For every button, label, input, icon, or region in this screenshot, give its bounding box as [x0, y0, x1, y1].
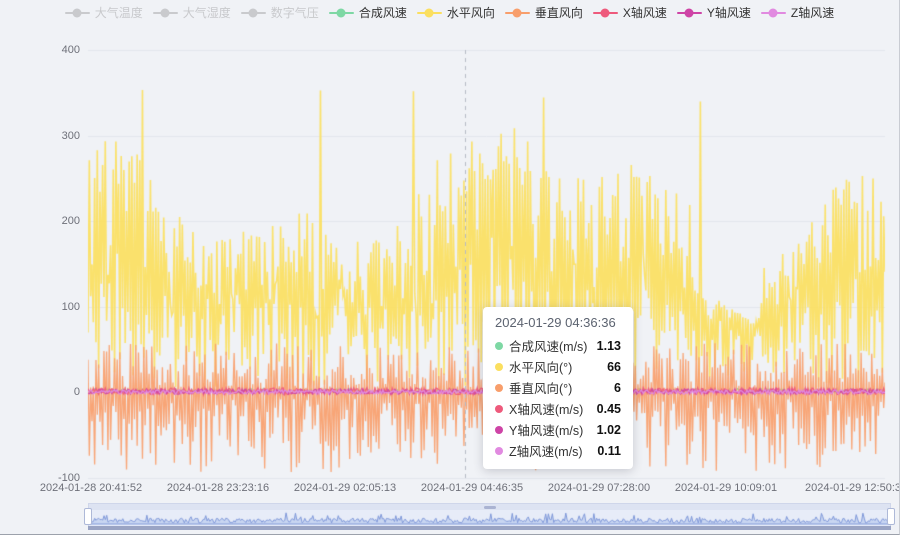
legend-item-7[interactable]: X轴风速: [592, 6, 667, 20]
legend-item-9[interactable]: Z轴风速: [760, 6, 835, 20]
legend-item-3[interactable]: 数字气压: [240, 6, 319, 20]
series-dot-icon: [495, 341, 503, 350]
legend-item-label: 垂直风向: [534, 6, 583, 20]
legend-item-4[interactable]: 合成风速: [328, 6, 407, 20]
x-axis-label: 2024-01-28 20:41:52: [39, 482, 143, 494]
datazoom-grip-icon[interactable]: [483, 506, 496, 509]
tooltip-series-value: 1.13: [596, 338, 621, 353]
legend-item-2[interactable]: 大气湿度: [152, 6, 231, 20]
legend-item-1[interactable]: 大气温度: [64, 6, 143, 20]
x-axis-label: 2024-01-29 07:28:00: [547, 482, 651, 494]
x-axis-label: 2024-01-28 23:23:16: [166, 482, 270, 494]
tooltip-series-label: Y轴风速(m/s): [509, 424, 584, 438]
legend-item-label: 大气温度: [94, 6, 143, 20]
tooltip-row: X轴风速(m/s) 0.45: [495, 398, 621, 419]
tooltip-series-value: 66: [607, 359, 621, 374]
legend-line-dot-icon: [592, 8, 618, 18]
tooltip: 2024-01-29 04:36:36 合成风速(m/s) 1.13 水平风向(°)…: [483, 307, 633, 469]
y-axis-label: 200: [61, 215, 80, 228]
legend-item-label: 合成风速: [358, 6, 407, 20]
legend-line-dot-icon: [676, 8, 702, 18]
tooltip-row: Y轴风速(m/s) 1.02: [495, 419, 621, 440]
legend-line-dot-icon: [328, 8, 354, 18]
legend-line-dot-icon: [240, 8, 266, 18]
legend-item-label: 大气湿度: [182, 6, 231, 20]
series-dot-icon: [495, 425, 503, 434]
legend-item-8[interactable]: Y轴风速: [676, 6, 751, 20]
y-axis-label: -100: [57, 472, 80, 484]
datazoom-slider[interactable]: [84, 503, 895, 530]
legend-item-label: Z轴风速: [790, 6, 835, 20]
datazoom-move-handle[interactable]: [88, 503, 891, 510]
tooltip-series-label: 水平风向(°): [509, 361, 573, 375]
tooltip-series-value: 1.02: [596, 422, 621, 437]
datazoom-shadow-canvas: [88, 510, 891, 526]
series-dot-icon: [495, 362, 503, 371]
legend-line-dot-icon: [416, 8, 442, 18]
tooltip-series-label: X轴风速(m/s): [509, 403, 584, 417]
y-axis-label: 300: [61, 129, 80, 142]
tooltip-series-label: 合成风速(m/s): [509, 340, 588, 354]
tooltip-series-label: 垂直风向(°): [509, 382, 573, 396]
tooltip-series-label: Z轴风速(m/s): [509, 445, 583, 459]
tooltip-row: Z轴风速(m/s) 0.11: [495, 440, 621, 461]
datazoom-handle-left[interactable]: [84, 508, 92, 525]
series-dot-icon: [495, 446, 503, 455]
series-dot-icon: [495, 383, 503, 392]
legend-line-dot-icon: [760, 8, 786, 18]
legend-item-6[interactable]: 垂直风向: [504, 6, 583, 20]
legend-item-label: X轴风速: [622, 6, 667, 20]
legend-item-label: Y轴风速: [706, 6, 751, 20]
y-axis-label: 100: [61, 300, 80, 313]
datazoom-handle-right[interactable]: [887, 508, 895, 525]
x-axis-label: 2024-01-29 10:09:01: [674, 482, 778, 494]
tooltip-series-value: 6: [614, 380, 621, 395]
y-axis-label: 400: [61, 44, 80, 56]
legend-line-dot-icon: [152, 8, 178, 18]
legend-item-label: 水平风向: [446, 6, 495, 20]
x-axis-label: 2024-01-29 04:46:35: [420, 482, 524, 494]
datazoom-bottom-bar: [88, 526, 891, 530]
legend-item-label: 数字气压: [270, 6, 319, 20]
tooltip-row: 水平风向(°) 66: [495, 356, 621, 377]
y-axis-label: 0: [73, 386, 80, 399]
chart-legend: 大气温度 大气湿度 数字气压 合成风速 水平风向 垂直风向 X轴风速 Y轴风速 Z轴风速: [0, 6, 899, 20]
series-dot-icon: [495, 404, 503, 413]
tooltip-row: 垂直风向(°) 6: [495, 377, 621, 398]
legend-item-5[interactable]: 水平风向: [416, 6, 495, 20]
tooltip-series-value: 0.11: [597, 443, 621, 458]
x-axis-label: 2024-01-29 02:05:13: [293, 482, 397, 494]
legend-line-dot-icon: [64, 8, 90, 18]
tooltip-row: 合成风速(m/s) 1.13: [495, 335, 621, 356]
tooltip-series-value: 0.45: [596, 401, 621, 416]
chart-plot-canvas[interactable]: [0, 0, 899, 500]
legend-line-dot-icon: [504, 8, 530, 18]
tooltip-timestamp: 2024-01-29 04:36:36: [495, 315, 616, 330]
x-axis-label: 2024-01-29 12:50:3: [804, 482, 900, 494]
